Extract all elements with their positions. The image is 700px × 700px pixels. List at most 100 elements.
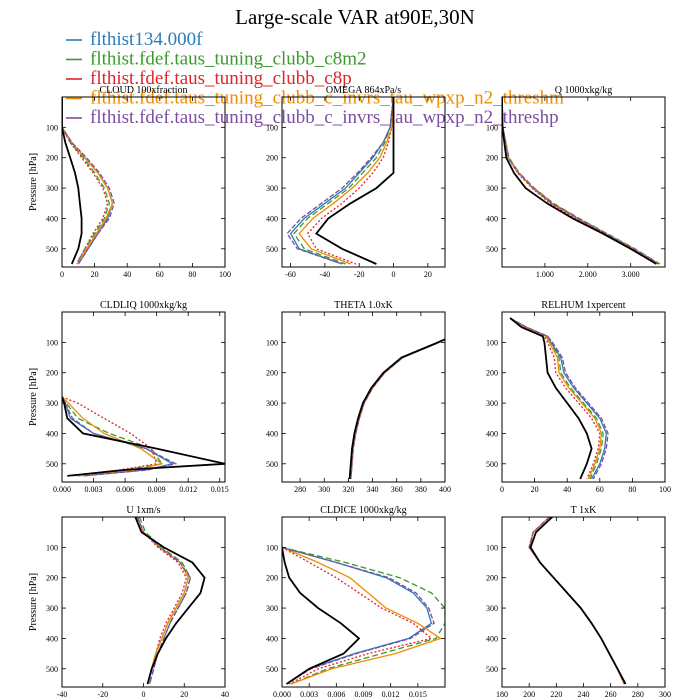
series-group: [62, 97, 115, 265]
x-tick-label: -20: [354, 270, 365, 279]
panel: T 1xK 180 200 220 240 260 280 300 100 200 300 400 50…: [486, 505, 671, 699]
x-tick-label: 60: [156, 270, 164, 279]
y-tick-label: 100: [46, 543, 58, 552]
x-tick-label: -20: [97, 690, 108, 699]
obs-line: [314, 97, 395, 265]
x-tick-label: 0.012: [179, 485, 197, 494]
panel: U 1xm/s -40 -20 0 20 40 100 200 300 400 500 Pressur…: [28, 505, 229, 699]
x-tick-label: -40: [57, 690, 68, 699]
y-tick-label: 200: [486, 154, 498, 163]
series-group: [62, 396, 225, 477]
series-line: [528, 517, 625, 685]
x-tick-label: 40: [221, 690, 229, 699]
series-line: [62, 97, 109, 265]
series-line: [306, 97, 395, 265]
y-tick-label: 300: [46, 184, 58, 193]
obs-line: [134, 517, 206, 685]
x-tick-label: 0.003: [85, 485, 103, 494]
x-tick-label: 0: [500, 485, 504, 494]
panel: CLDICE 1000xkg/kg 0.000 0.003 0.006 0.009 0.0…: [266, 505, 446, 699]
x-tick-label: 40: [563, 485, 571, 494]
obs-line: [502, 97, 657, 265]
x-tick-label: 20: [91, 270, 99, 279]
x-tick-label: 0.003: [300, 690, 318, 699]
panel-title: Q 1000xkg/kg: [555, 85, 613, 96]
panel: RELHUM 1xpercent 0 20 40 60 80 100 100 200 300 400…: [486, 300, 671, 494]
y-tick-label: 300: [486, 399, 498, 408]
obs-line: [348, 338, 445, 480]
panel-title: THETA 1.0xK: [334, 300, 393, 311]
series-line: [528, 517, 625, 685]
y-tick-label: 300: [266, 399, 278, 408]
y-tick-label: 400: [486, 429, 498, 438]
series-group: [286, 97, 395, 265]
x-tick-label: 220: [550, 690, 562, 699]
x-tick-label: -60: [285, 270, 296, 279]
x-tick-label: 1.000: [536, 270, 554, 279]
series-group: [509, 317, 609, 480]
y-tick-label: 400: [486, 214, 498, 223]
y-tick-label: 500: [486, 245, 498, 254]
x-tick-label: 0.015: [211, 485, 229, 494]
x-tick-label: 80: [188, 270, 196, 279]
x-tick-label: 240: [578, 690, 590, 699]
y-tick-label: 200: [266, 154, 278, 163]
plot-frame: [501, 96, 666, 268]
y-tick-label: 300: [46, 604, 58, 613]
x-tick-label: 20: [180, 690, 188, 699]
x-tick-label: 340: [367, 485, 379, 494]
y-tick-label: 500: [486, 460, 498, 469]
obs-line: [529, 517, 627, 685]
y-tick-label: 100: [46, 123, 58, 132]
plot-frame: [281, 311, 446, 483]
y-tick-label: 500: [46, 460, 58, 469]
y-tick-label: 400: [266, 429, 278, 438]
x-tick-label: 0.009: [355, 690, 373, 699]
x-tick-label: 300: [318, 485, 330, 494]
x-tick-label: 80: [628, 485, 636, 494]
series-line: [509, 317, 609, 480]
x-tick-label: 180: [496, 690, 508, 699]
x-tick-label: 20: [531, 485, 539, 494]
series-group: [134, 517, 206, 685]
x-tick-label: 280: [294, 485, 306, 494]
panel-title: CLOUD 100xfraction: [99, 85, 187, 96]
x-tick-label: 0.012: [382, 690, 400, 699]
series-group: [502, 97, 661, 265]
series-line: [62, 396, 164, 477]
series-line: [62, 97, 115, 265]
y-tick-label: 100: [486, 338, 498, 347]
series-line: [62, 396, 158, 477]
series-line: [528, 517, 625, 685]
legend-label: flthist134.000f: [90, 29, 203, 50]
y-tick-label: 300: [486, 184, 498, 193]
y-tick-label: 300: [266, 184, 278, 193]
x-tick-label: 0.000: [273, 690, 291, 699]
y-axis-label: Pressure [hPa]: [28, 153, 39, 211]
y-tick-label: 100: [266, 543, 278, 552]
series-line: [136, 517, 187, 685]
panel: CLDLIQ 1000xkg/kg 0.000 0.003 0.006 0.009 0.0…: [28, 300, 229, 494]
x-tick-label: 0: [60, 270, 64, 279]
panel: THETA 1.0xK 280 300 320 340 360 380 400 100 200 30…: [266, 300, 451, 494]
y-tick-label: 500: [266, 460, 278, 469]
y-tick-label: 500: [266, 665, 278, 674]
y-axis-label: Pressure [hPa]: [28, 573, 39, 631]
y-tick-label: 400: [266, 634, 278, 643]
y-tick-label: 300: [486, 604, 498, 613]
panel-title: U 1xm/s: [126, 505, 160, 516]
plot-frame: [501, 311, 666, 483]
series-line: [298, 97, 395, 265]
series-line: [282, 546, 435, 685]
x-tick-label: 260: [605, 690, 617, 699]
series-line: [509, 317, 607, 480]
series-line: [282, 546, 442, 685]
series-line: [502, 97, 660, 265]
x-tick-label: 280: [632, 690, 644, 699]
y-tick-label: 200: [486, 369, 498, 378]
y-tick-label: 200: [46, 154, 58, 163]
legend-label: flthist.fdef.taus_tuning_clubb_c8p: [90, 68, 352, 89]
x-tick-label: 0: [392, 270, 396, 279]
series-group: [282, 546, 445, 685]
